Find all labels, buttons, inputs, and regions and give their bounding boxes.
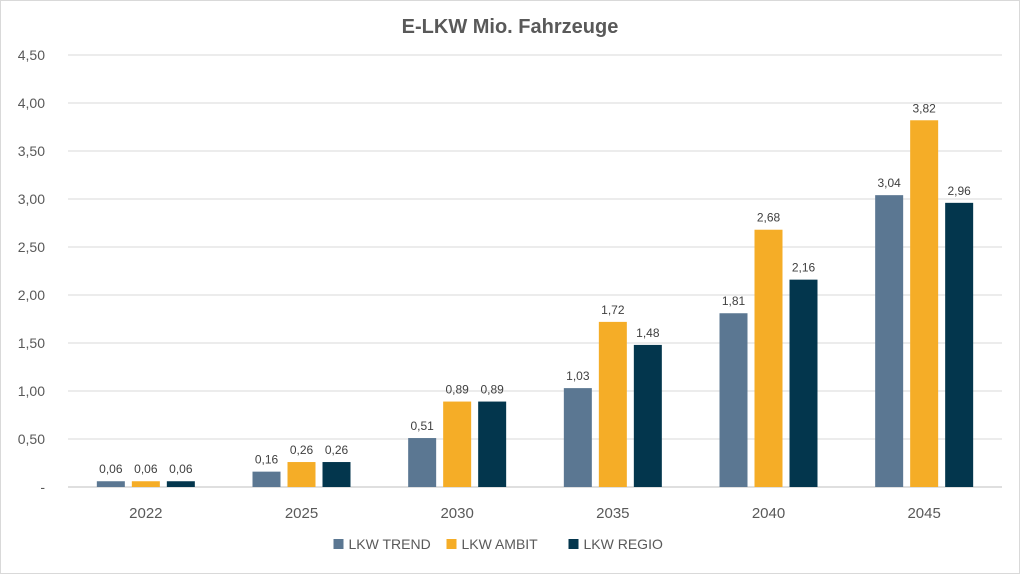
legend-item-lkw-trend: LKW TREND (333, 536, 431, 552)
y-tick-label: 4,50 (18, 47, 45, 63)
data-label: 1,81 (722, 294, 746, 308)
y-tick-label: 3,50 (18, 143, 45, 159)
legend-item-lkw-ambit: LKW AMBIT (446, 536, 539, 552)
data-label: 0,26 (290, 443, 314, 457)
data-label: 1,03 (566, 369, 590, 383)
bar-lkw-ambit-2045 (910, 120, 939, 487)
x-tick-label: 2025 (285, 505, 318, 522)
y-tick-label: 1,50 (18, 335, 45, 351)
bars (96, 120, 974, 487)
data-label: 0,26 (325, 443, 349, 457)
legend-swatch (333, 539, 344, 549)
bar-lkw-trend-2022 (96, 481, 125, 487)
y-tick-label: 4,00 (18, 95, 45, 111)
bar-lkw-regio-2040 (789, 279, 818, 487)
legend-swatch (568, 539, 579, 549)
bar-lkw-trend-2040 (719, 313, 748, 487)
data-label: 0,06 (169, 462, 193, 476)
data-label: 0,16 (255, 453, 279, 467)
bar-lkw-trend-2030 (408, 438, 437, 487)
x-tick-label: 2035 (596, 505, 629, 522)
y-tick-label: 2,50 (18, 239, 45, 255)
y-tick-label: 1,00 (18, 383, 45, 399)
legend: LKW TREND LKW AMBIT LKW REGIO (333, 536, 663, 552)
bar-lkw-regio-2035 (633, 344, 662, 487)
data-label: 0,06 (99, 462, 123, 476)
bar-lkw-ambit-2022 (131, 481, 160, 487)
x-tick-label: 2030 (440, 505, 473, 522)
legend-item-lkw-regio: LKW REGIO (568, 536, 663, 552)
x-tick-label: 2022 (129, 505, 162, 522)
gridlines (68, 54, 1002, 488)
y-tick-label: 2,00 (18, 287, 45, 303)
data-label: 0,89 (445, 383, 469, 397)
data-label: 3,04 (877, 176, 901, 190)
data-label: 2,16 (792, 261, 816, 275)
bar-lkw-ambit-2040 (754, 229, 783, 487)
bar-lkw-regio-2045 (945, 202, 974, 487)
y-tick-label: - (40, 479, 45, 495)
bar-lkw-regio-2025 (322, 462, 351, 487)
data-label: 0,89 (480, 383, 504, 397)
data-label: 2,96 (947, 184, 971, 198)
y-axis-ticks: - 0,50 1,00 1,50 2,00 2,50 3,00 3,50 4,00 4,50 (18, 47, 46, 495)
bar-lkw-regio-2022 (166, 481, 195, 487)
x-tick-label: 2040 (752, 505, 785, 522)
bar-lkw-regio-2030 (478, 401, 507, 487)
bar-lkw-ambit-2030 (443, 401, 472, 487)
data-label: 1,48 (636, 326, 660, 340)
bar-lkw-ambit-2035 (598, 321, 627, 487)
bar-lkw-trend-2035 (563, 388, 592, 487)
x-tick-label: 2045 (907, 505, 940, 522)
data-label: 3,82 (912, 101, 936, 115)
x-axis-ticks: 2022 2025 2030 2035 2040 2045 (129, 505, 941, 522)
data-labels: 0,06 0,06 0,06 0,16 0,26 0,26 0,51 0,89 0,89 1,03… (99, 101, 971, 476)
y-tick-label: 0,50 (18, 431, 45, 447)
legend-swatch (446, 539, 457, 549)
legend-label: LKW TREND (349, 536, 431, 552)
y-tick-label: 3,00 (18, 191, 45, 207)
legend-label: LKW REGIO (584, 536, 663, 552)
data-label: 0,06 (134, 462, 158, 476)
data-label: 1,72 (601, 303, 625, 317)
chart-title: E-LKW Mio. Fahrzeuge (402, 16, 619, 38)
data-label: 0,51 (410, 419, 434, 433)
data-label: 2,68 (757, 211, 781, 225)
bar-lkw-trend-2025 (252, 471, 281, 487)
bar-lkw-ambit-2025 (287, 462, 316, 487)
legend-label: LKW AMBIT (462, 536, 539, 552)
bar-lkw-trend-2045 (875, 195, 904, 487)
